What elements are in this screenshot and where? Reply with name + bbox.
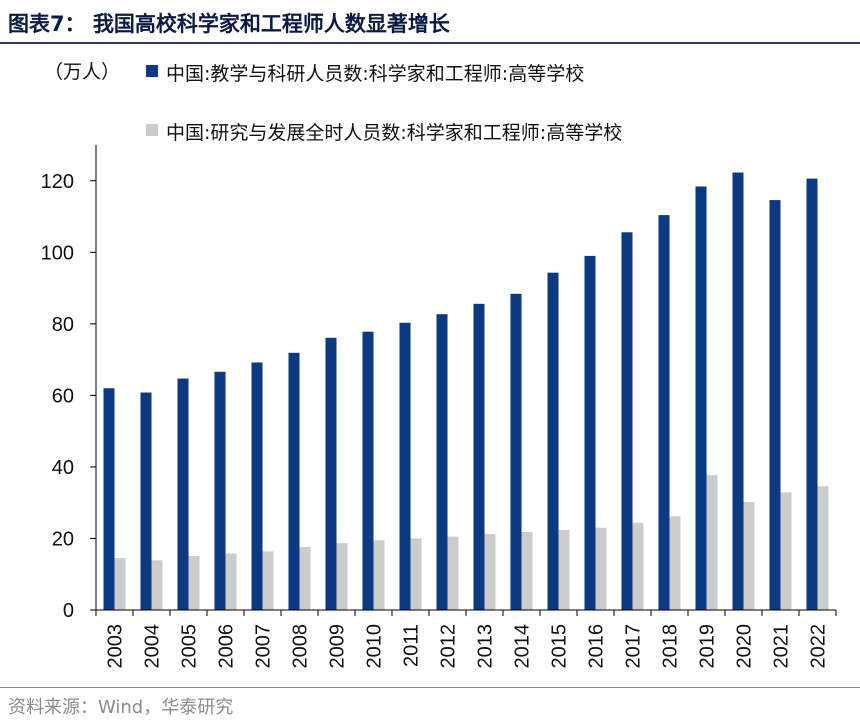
bar-teaching-research-2012 (436, 314, 448, 610)
y-tick-label: 0 (63, 600, 74, 622)
x-tick-label: 2015 (549, 624, 571, 669)
bar-teaching-research-2015 (547, 272, 559, 610)
y-tick-label: 80 (52, 314, 74, 336)
y-tick-label: 100 (41, 242, 74, 264)
legend-label-rd-fulltime: 中国:研究与发展全时人员数:科学家和工程师:高等学校 (166, 122, 622, 144)
x-tick-label: 2010 (364, 624, 386, 669)
bar-rd-fulltime-2015 (558, 529, 570, 610)
x-tick-label: 2008 (290, 624, 312, 669)
x-tick-label: 2013 (475, 624, 497, 669)
bar-rd-fulltime-2018 (669, 516, 681, 610)
bar-rd-fulltime-2005 (188, 555, 200, 610)
y-tick-label: 40 (52, 457, 74, 479)
bar-teaching-research-2005 (177, 378, 189, 610)
bar-teaching-research-2020 (732, 172, 744, 611)
x-tick-label: 2022 (808, 624, 830, 669)
bar-rd-fulltime-2016 (595, 527, 607, 610)
bar-teaching-research-2018 (658, 215, 670, 610)
x-tick-label: 2004 (142, 624, 164, 669)
source-divider (0, 687, 860, 688)
bar-rd-fulltime-2004 (151, 560, 163, 610)
legend-label-teaching-research: 中国:教学与科研人员数:科学家和工程师:高等学校 (166, 63, 584, 85)
bar-rd-fulltime-2012 (447, 536, 459, 610)
bar-series (103, 172, 829, 611)
bar-rd-fulltime-2013 (484, 534, 496, 610)
bar-rd-fulltime-2010 (373, 540, 385, 610)
bar-rd-fulltime-2008 (299, 547, 311, 610)
x-tick-label: 2017 (623, 624, 645, 669)
bar-teaching-research-2021 (769, 200, 781, 611)
x-tick-label: 2009 (327, 624, 349, 669)
bar-rd-fulltime-2007 (262, 551, 274, 610)
x-axis: 2003 2004 2005 2006 2007 2008 2009 2010 2011 2012… (95, 609, 837, 669)
bar-rd-fulltime-2006 (225, 553, 237, 610)
bar-teaching-research-2009 (325, 337, 337, 610)
unit-label: （万人） (44, 61, 120, 83)
legend: 中国:教学与科研人员数:科学家和工程师:高等学校 中国:研究与发展全时人员数:科… (146, 63, 622, 144)
bar-teaching-research-2010 (362, 331, 374, 610)
bar-teaching-research-2008 (288, 352, 300, 610)
y-tick-label: 20 (52, 528, 74, 550)
bar-rd-fulltime-2017 (632, 522, 644, 610)
x-tick-label: 2006 (216, 624, 238, 669)
chart-title: 图表7： 我国高校科学家和工程师人数显著增长 (8, 12, 450, 36)
y-tick-label: 120 (41, 171, 74, 193)
bar-rd-fulltime-2003 (114, 558, 126, 610)
legend-swatch-rd-fulltime (146, 124, 158, 136)
bar-rd-fulltime-2014 (521, 532, 533, 610)
bar-teaching-research-2003 (103, 388, 115, 610)
x-tick-label: 2020 (734, 624, 756, 669)
title-divider (0, 42, 860, 44)
bar-teaching-research-2011 (399, 322, 411, 610)
bar-teaching-research-2016 (584, 255, 596, 610)
bar-rd-fulltime-2022 (817, 486, 829, 610)
bar-rd-fulltime-2020 (743, 501, 755, 610)
bar-teaching-research-2022 (806, 178, 818, 610)
bar-teaching-research-2007 (251, 362, 263, 610)
bar-rd-fulltime-2011 (410, 538, 422, 610)
x-tick-label: 2014 (512, 624, 534, 669)
x-tick-label: 2016 (586, 624, 608, 669)
x-tick-label: 2019 (697, 624, 719, 669)
x-tick-label: 2012 (438, 624, 460, 669)
x-tick-label: 2021 (771, 624, 793, 669)
bar-teaching-research-2013 (473, 303, 485, 610)
x-tick-label: 2018 (660, 624, 682, 669)
y-tick-label: 60 (52, 385, 74, 407)
bar-teaching-research-2014 (510, 293, 522, 610)
x-tick-label: 2003 (105, 624, 127, 669)
bar-teaching-research-2017 (621, 232, 633, 610)
bar-rd-fulltime-2021 (780, 492, 792, 610)
bar-teaching-research-2006 (214, 371, 226, 610)
bar-teaching-research-2019 (695, 186, 707, 610)
source-note: 资料来源：Wind，华泰研究 (8, 697, 234, 718)
x-tick-label: 2011 (401, 624, 423, 667)
bar-teaching-research-2004 (140, 392, 152, 610)
bar-rd-fulltime-2009 (336, 543, 348, 610)
legend-swatch-teaching-research (146, 65, 158, 77)
bar-rd-fulltime-2019 (706, 475, 718, 610)
x-tick-label: 2007 (253, 624, 275, 669)
x-tick-label: 2005 (179, 624, 201, 669)
y-axis: 0 20 40 60 80 100 120 (41, 145, 97, 622)
